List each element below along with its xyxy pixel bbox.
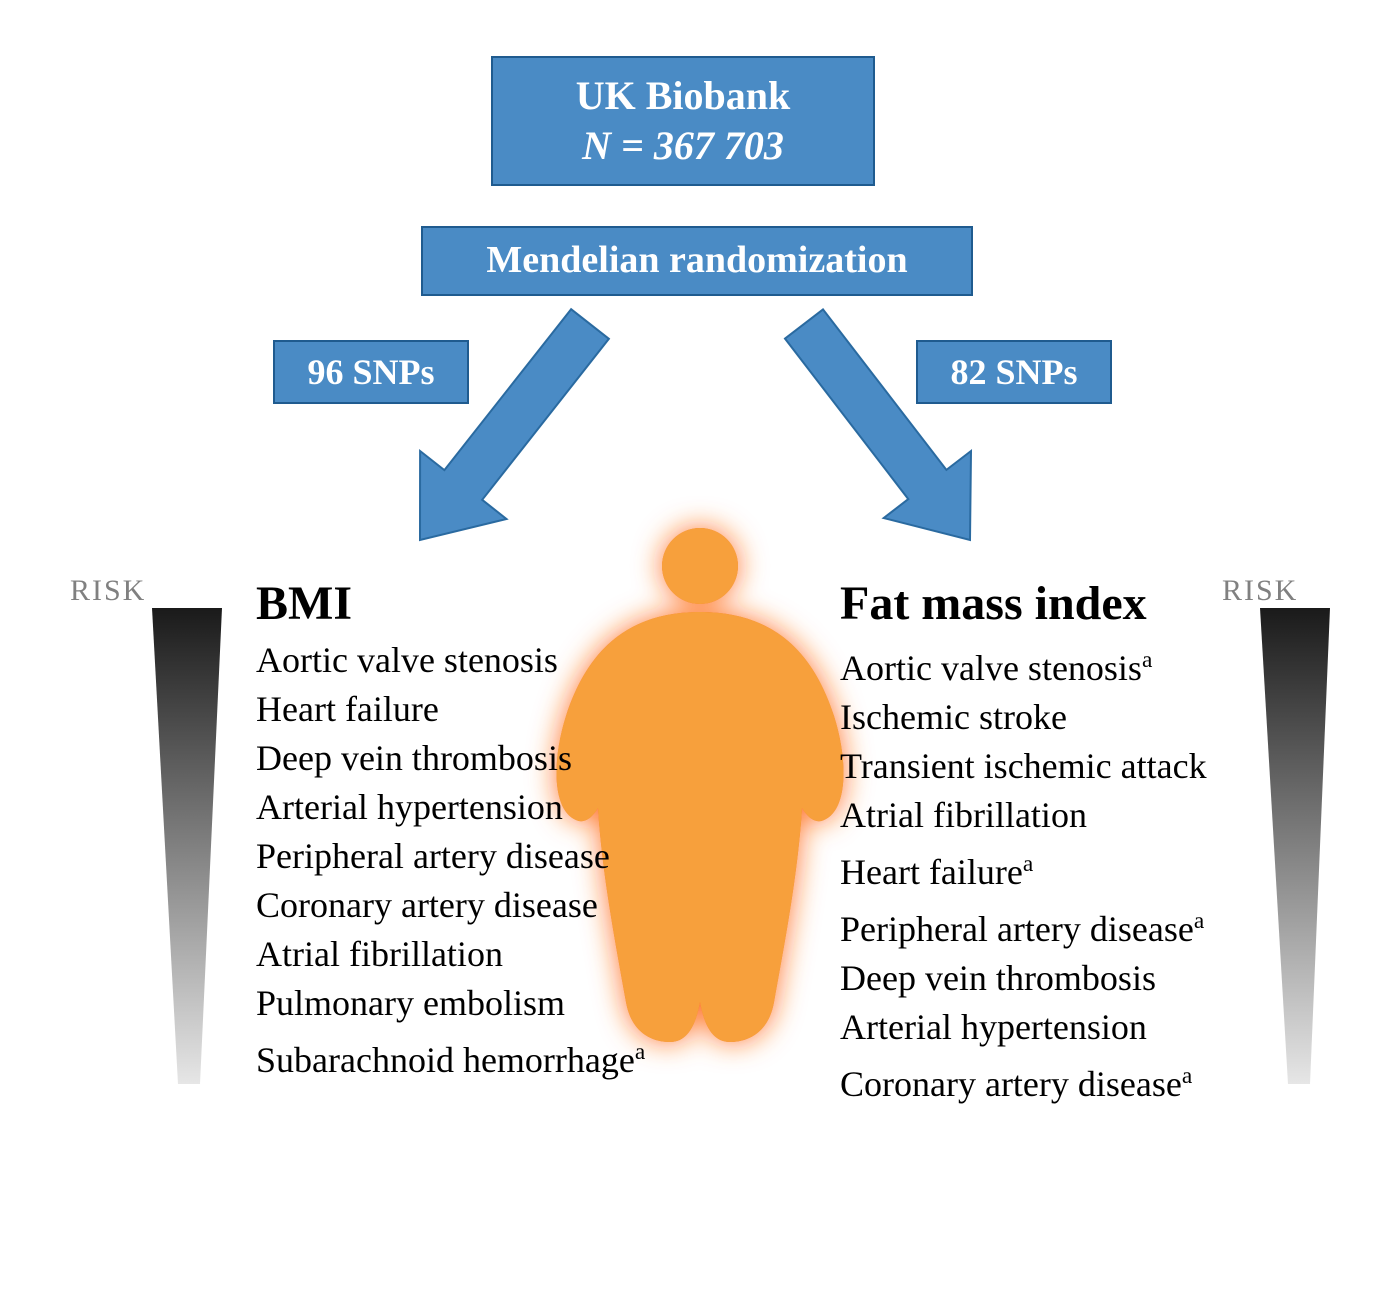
snps-right-label: 82 SNPs	[950, 350, 1077, 395]
list-item: Transient ischemic attack	[840, 742, 1207, 791]
snps-left-box: 96 SNPs	[273, 340, 469, 404]
list-item: Heart failure	[256, 685, 645, 734]
list-item: Aortic valve stenosisa	[840, 636, 1207, 693]
list-item: Peripheral artery diseasea	[840, 897, 1207, 954]
fmi-list: Aortic valve stenosisaIschemic strokeTra…	[840, 636, 1207, 1109]
bmi-heading: BMI	[256, 576, 352, 631]
list-item: Coronary artery diseasea	[840, 1052, 1207, 1109]
list-item: Arterial hypertension	[256, 783, 645, 832]
snps-left-label: 96 SNPs	[307, 350, 434, 395]
list-item: Deep vein thrombosis	[256, 734, 645, 783]
fmi-heading: Fat mass index	[840, 576, 1147, 631]
diagram-stage: UK Biobank N = 367 703 Mendelian randomi…	[0, 0, 1400, 1316]
list-item: Deep vein thrombosis	[840, 954, 1207, 1003]
uk-biobank-box: UK Biobank N = 367 703	[491, 56, 875, 186]
mendelian-label: Mendelian randomization	[486, 237, 907, 285]
bmi-list: Aortic valve stenosisHeart failureDeep v…	[256, 636, 645, 1085]
list-item: Atrial fibrillation	[256, 930, 645, 979]
uk-biobank-line2: N = 367 703	[582, 121, 784, 171]
list-item: Arterial hypertension	[840, 1003, 1207, 1052]
risk-label-right: RISK	[1222, 574, 1298, 608]
risk-label-left: RISK	[70, 574, 146, 608]
list-item: Heart failurea	[840, 840, 1207, 897]
list-item: Peripheral artery disease	[256, 832, 645, 881]
list-item: Atrial fibrillation	[840, 791, 1207, 840]
list-item: Coronary artery disease	[256, 881, 645, 930]
risk-wedge-right	[1260, 608, 1330, 1084]
mendelian-box: Mendelian randomization	[421, 226, 973, 296]
risk-wedge-left	[152, 608, 222, 1084]
list-item: Pulmonary embolism	[256, 979, 645, 1028]
list-item: Ischemic stroke	[840, 693, 1207, 742]
list-item: Subarachnoid hemorrhagea	[256, 1028, 645, 1085]
snps-right-box: 82 SNPs	[916, 340, 1112, 404]
uk-biobank-line1: UK Biobank	[576, 71, 791, 121]
list-item: Aortic valve stenosis	[256, 636, 645, 685]
